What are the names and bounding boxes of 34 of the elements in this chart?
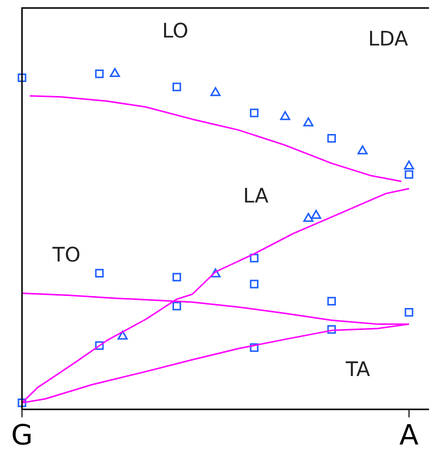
point (250, 254, 258, 262)
point (95, 70, 104, 78)
x-tick-label: G (11, 418, 33, 452)
point (250, 108, 258, 118)
point (404, 308, 414, 317)
point (172, 302, 182, 310)
point (250, 343, 258, 352)
point (172, 272, 182, 282)
point (95, 341, 104, 350)
point (357, 145, 368, 154)
point (404, 160, 414, 170)
point (95, 268, 104, 278)
text: LDA (368, 26, 408, 51)
annotation: TO (52, 242, 80, 267)
point (18, 398, 26, 408)
x-tick-label: A (399, 418, 419, 452)
annotation: LA (243, 184, 269, 208)
point (210, 87, 221, 96)
point (280, 111, 290, 120)
point (311, 210, 322, 219)
point (404, 170, 414, 179)
annotation: TA (344, 357, 370, 382)
point (327, 325, 336, 334)
text: LO (162, 18, 188, 43)
point (327, 134, 336, 143)
point (172, 82, 182, 92)
point (303, 212, 314, 222)
point (118, 330, 128, 340)
point (303, 117, 314, 126)
point (18, 73, 26, 82)
point (110, 68, 120, 78)
point (327, 296, 336, 306)
point (250, 280, 258, 288)
point (210, 268, 221, 278)
